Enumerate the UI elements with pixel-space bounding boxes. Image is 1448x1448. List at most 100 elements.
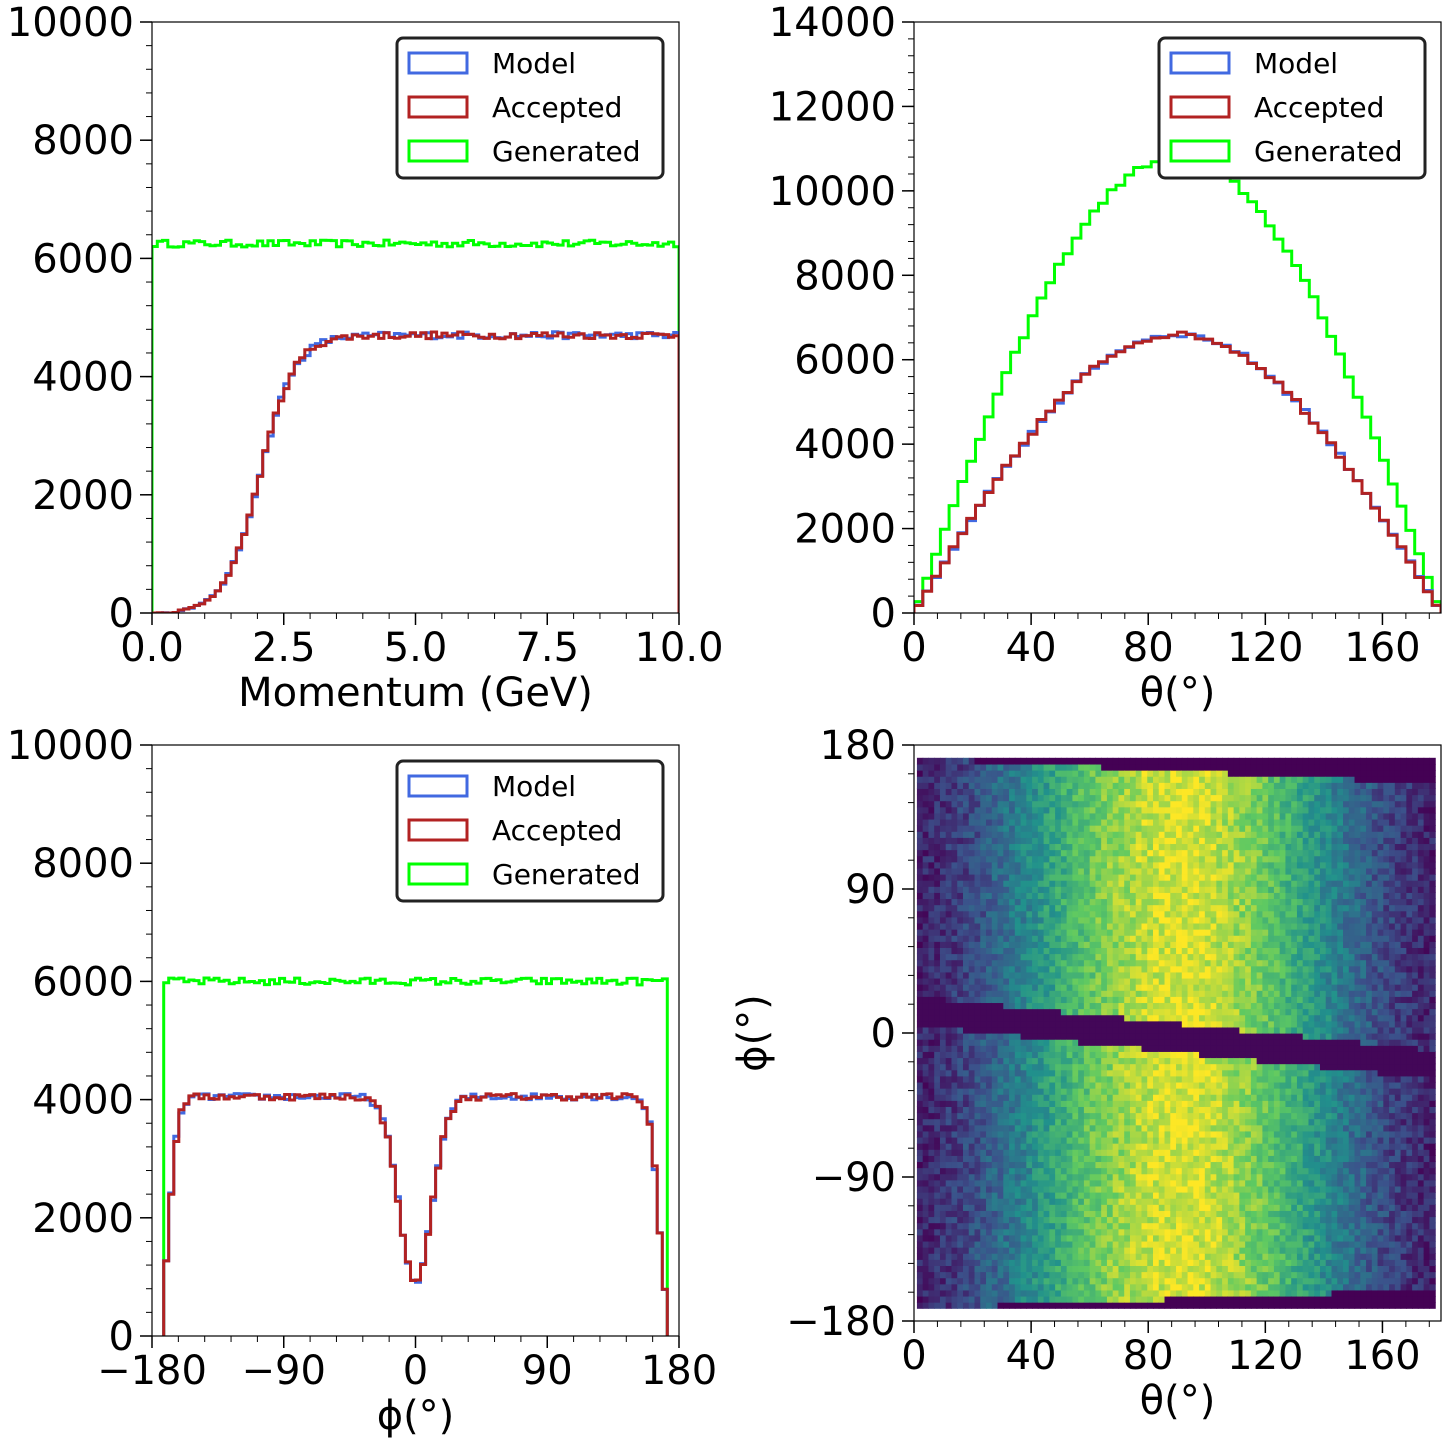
heatmap-cell (1101, 1155, 1108, 1163)
heatmap-cell (945, 1185, 953, 1193)
heatmap-cell (968, 1253, 976, 1260)
heatmap-cell (1043, 1204, 1050, 1211)
heatmap-cell (1037, 959, 1045, 967)
heatmap-cell (1187, 1216, 1194, 1224)
heatmap-cell (1049, 1063, 1056, 1071)
heatmap-cell (1112, 1136, 1120, 1144)
heatmap-cell (945, 971, 953, 979)
heatmap-cell (1129, 1014, 1137, 1022)
heatmap-cell (916, 763, 924, 771)
heatmap-cell (1009, 837, 1016, 845)
heatmap-cell (1037, 1265, 1045, 1273)
heatmap-cell (962, 1106, 970, 1114)
heatmap-cell (1043, 818, 1050, 826)
heatmap-cell (945, 1063, 953, 1071)
heatmap-cell (934, 1106, 941, 1114)
heatmap-cell (968, 953, 976, 961)
heatmap-cell (1020, 1112, 1027, 1120)
heatmap-cell (1078, 1265, 1085, 1273)
heatmap-cell (974, 904, 981, 912)
heatmap-cell (1204, 910, 1212, 918)
heatmap-cell (916, 1136, 924, 1144)
heatmap-cell (1003, 1106, 1010, 1114)
heatmap-cell (916, 935, 924, 942)
heatmap-cell (1181, 941, 1189, 948)
heatmap-cell (945, 1100, 953, 1107)
heatmap-cell (1009, 892, 1016, 900)
heatmap-cell (1020, 1161, 1027, 1169)
heatmap-cell (1106, 1149, 1114, 1156)
heatmap-cell (951, 1253, 958, 1260)
heatmap-cell (1199, 1271, 1206, 1279)
heatmap-cell (1141, 776, 1148, 783)
heatmap-cell (1060, 1253, 1068, 1260)
heatmap-cell (1164, 1045, 1171, 1052)
heatmap-cell (1078, 1283, 1085, 1291)
heatmap-cell (991, 996, 999, 1004)
heatmap-cell (1118, 1026, 1125, 1034)
heatmap-cell (1037, 1161, 1045, 1169)
heatmap-cell (997, 874, 1004, 881)
heatmap-cell (1037, 831, 1045, 838)
heatmap-cell (1112, 1020, 1120, 1028)
heatmap-cell (974, 1069, 981, 1077)
heatmap-cell (1072, 1100, 1079, 1107)
heatmap-cell (1003, 1130, 1010, 1138)
heatmap-cell (1176, 1020, 1183, 1028)
heatmap-cell (1003, 910, 1010, 918)
heatmap-cell (1170, 1179, 1177, 1187)
heatmap-cell (1153, 1185, 1160, 1193)
heatmap-cell (968, 1136, 976, 1144)
heatmap-cell (1147, 1100, 1154, 1107)
heatmap-cell (986, 1204, 993, 1211)
heatmap-cell (1095, 1283, 1102, 1291)
heatmap-cell (1147, 874, 1154, 881)
heatmap-cell (1032, 1045, 1039, 1052)
heatmap-cell (1153, 861, 1160, 869)
heatmap-cell (980, 1136, 987, 1144)
heatmap-cell (1199, 1277, 1206, 1285)
heatmap-cell (1009, 1289, 1016, 1297)
heatmap-cell (1014, 1020, 1022, 1028)
heatmap-cell (1118, 1228, 1125, 1236)
heatmap-cell (1043, 1265, 1050, 1273)
heatmap-cell (1153, 971, 1160, 979)
heatmap-cell (1181, 825, 1189, 832)
heatmap-cell (1147, 959, 1154, 967)
heatmap-cell (980, 935, 987, 942)
heatmap-cell (1072, 916, 1079, 924)
heatmap-cell (1106, 1143, 1114, 1150)
heatmap-cell (1124, 1075, 1131, 1083)
heatmap-cell (1118, 1014, 1125, 1022)
heatmap-cell (1164, 1228, 1171, 1236)
heatmap-cell (1187, 916, 1194, 924)
heatmap-cell (1147, 880, 1154, 887)
heatmap-cell (1066, 1289, 1073, 1297)
heatmap-cell (916, 1118, 924, 1126)
heatmap-cell (1072, 910, 1079, 918)
heatmap-cell (1141, 916, 1148, 924)
heatmap-cell (1060, 1302, 1068, 1309)
heatmap-cell (1124, 849, 1131, 857)
heatmap-cell (986, 1045, 993, 1052)
heatmap-cell (1066, 916, 1073, 924)
heatmap-cell (1043, 867, 1050, 875)
heatmap-cell (1003, 757, 1010, 765)
heatmap-cell (1193, 947, 1200, 955)
heatmap-cell (1026, 1100, 1033, 1107)
heatmap-cell (945, 874, 953, 881)
heatmap-cell (1037, 886, 1045, 893)
heatmap-cell (945, 770, 953, 777)
heatmap-cell (1014, 922, 1022, 930)
heatmap-cell (1193, 898, 1200, 906)
heatmap-cell (1049, 806, 1056, 814)
heatmap-cell (991, 1026, 999, 1034)
heatmap-cell (922, 837, 930, 845)
heatmap-cell (1009, 1216, 1016, 1224)
heatmap-cell (1193, 1149, 1200, 1156)
heatmap-cell (1101, 898, 1108, 906)
heatmap-cell (1118, 831, 1125, 838)
heatmap-cell (1210, 1283, 1217, 1291)
heatmap-cell (1032, 1063, 1039, 1071)
heatmap-cell (1170, 1112, 1177, 1120)
